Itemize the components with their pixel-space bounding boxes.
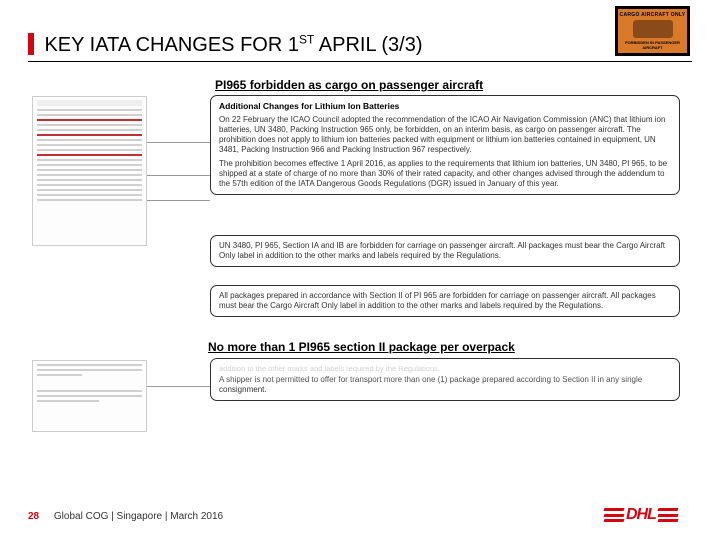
dhl-stripes-right-icon	[658, 508, 678, 522]
slide-title: KEY IATA CHANGES FOR 1ST APRIL (3/3)	[44, 34, 422, 56]
connector-line	[147, 386, 210, 387]
info-box-2-text: UN 3480, PI 965, Section IA and IB are f…	[219, 241, 671, 261]
dhl-logo: DHL	[604, 504, 688, 526]
badge-top-text: CARGO AIRCRAFT ONLY	[620, 12, 686, 18]
info-box-1-p2: The prohibition becomes effective 1 Apri…	[219, 159, 671, 189]
title-pre: KEY IATA CHANGES FOR 1	[44, 34, 299, 56]
info-box-1-p1: On 22 February the ICAO Council adopted …	[219, 115, 671, 155]
info-box-4: addition to the other marks and labels r…	[210, 358, 680, 401]
info-box-4-text: A shipper is not permitted to offer for …	[219, 375, 671, 395]
info-box-2: UN 3480, PI 965, Section IA and IB are f…	[210, 235, 680, 267]
footer: 28 Global COG | Singapore | March 2016	[28, 511, 223, 522]
connector-line	[147, 142, 210, 143]
info-box-3: All packages prepared in accordance with…	[210, 285, 680, 317]
title-post: APRIL (3/3)	[314, 34, 422, 56]
dhl-stripes-left-icon	[604, 508, 624, 522]
footer-text: Global COG | Singapore | March 2016	[54, 511, 223, 522]
dhl-logo-text: DHL	[626, 506, 656, 524]
slide-title-row: KEY IATA CHANGES FOR 1ST APRIL (3/3)	[28, 32, 692, 62]
mini-document-1	[32, 96, 147, 246]
info-box-1: Additional Changes for Lithium Ion Batte…	[210, 95, 680, 195]
subheading-2: No more than 1 PI965 section II package …	[208, 340, 515, 354]
info-box-1-heading: Additional Changes for Lithium Ion Batte…	[219, 101, 671, 112]
title-accent-bar	[28, 33, 34, 55]
title-sup: ST	[299, 32, 314, 46]
page-number: 28	[28, 511, 39, 522]
subheading-1: PI965 forbidden as cargo on passenger ai…	[215, 78, 483, 92]
info-box-3-text: All packages prepared in accordance with…	[219, 291, 671, 311]
connector-line	[147, 175, 210, 176]
mini-document-2	[32, 360, 147, 432]
info-box-4-pretext: addition to the other marks and labels r…	[219, 364, 671, 373]
connector-line	[147, 200, 210, 201]
